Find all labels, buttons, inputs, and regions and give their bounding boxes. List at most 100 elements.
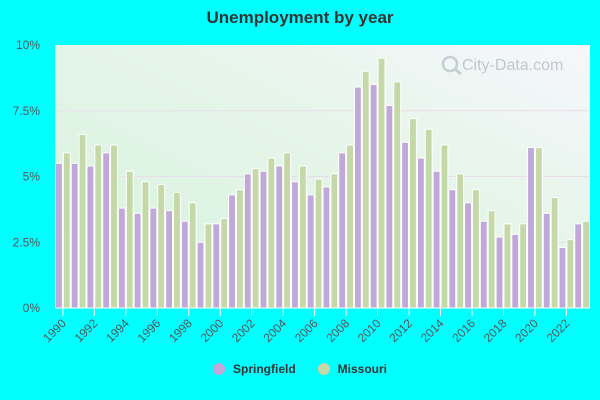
bar-springfield-2012[interactable]: [401, 141, 410, 309]
bar-springfield-1999[interactable]: [196, 241, 205, 309]
bar-springfield-2010[interactable]: [369, 83, 378, 309]
bar-springfield-1997[interactable]: [165, 210, 174, 309]
legend-item-springfield[interactable]: Springfield: [212, 362, 296, 376]
bar-missouri-2017[interactable]: [487, 210, 496, 309]
watermark: City-Data.com: [441, 55, 563, 76]
bar-missouri-2007[interactable]: [330, 173, 339, 309]
bar-springfield-1995[interactable]: [133, 212, 142, 309]
y-tick-label: 7.5%: [13, 104, 41, 118]
bar-springfield-2018[interactable]: [495, 236, 504, 309]
bar-springfield-2009[interactable]: [353, 86, 362, 309]
y-tick-label: 10%: [16, 38, 40, 52]
bar-missouri-1993[interactable]: [110, 144, 118, 309]
bar-missouri-2013[interactable]: [424, 128, 433, 309]
bar-missouri-2015[interactable]: [456, 173, 465, 309]
bars: [55, 57, 590, 309]
x-tick-label: 1998: [166, 316, 195, 345]
bar-springfield-1991[interactable]: [70, 162, 79, 309]
x-tick-label: 1990: [40, 316, 69, 345]
legend-label: Missouri: [337, 362, 387, 376]
x-tick-label: 2016: [449, 316, 478, 345]
legend-item-missouri[interactable]: Missouri: [317, 362, 387, 376]
bar-missouri-1991[interactable]: [78, 133, 87, 309]
bar-springfield-1998[interactable]: [180, 220, 189, 309]
x-tick-label: 2008: [323, 316, 352, 345]
y-axis: 0% 2.5% 5% 7.5% 10%: [13, 38, 41, 315]
svg-text:City-Data.com: City-Data.com: [462, 57, 563, 74]
bar-springfield-2023[interactable]: [574, 223, 583, 309]
bar-springfield-2013[interactable]: [416, 157, 425, 309]
bar-missouri-2021[interactable]: [550, 197, 559, 309]
bar-springfield-2020[interactable]: [527, 147, 535, 309]
bar-springfield-1993[interactable]: [102, 152, 111, 309]
bar-missouri-1992[interactable]: [94, 144, 103, 309]
legend-label: Springfield: [232, 362, 296, 376]
bar-missouri-2023[interactable]: [582, 220, 590, 309]
x-tick-label: 2004: [261, 316, 290, 345]
bar-springfield-2005[interactable]: [291, 181, 299, 309]
bar-missouri-2004[interactable]: [283, 152, 292, 309]
bar-missouri-2022[interactable]: [566, 239, 575, 309]
bar-springfield-2003[interactable]: [259, 170, 268, 309]
bar-springfield-2017[interactable]: [479, 220, 488, 309]
bar-springfield-2022[interactable]: [558, 247, 567, 309]
y-tick-label: 5%: [23, 170, 41, 184]
bar-springfield-1992[interactable]: [86, 165, 95, 309]
bar-missouri-1998[interactable]: [188, 202, 197, 309]
bar-missouri-2016[interactable]: [471, 189, 480, 309]
bar-missouri-2019[interactable]: [519, 223, 528, 309]
x-tick-label: 2012: [386, 316, 415, 345]
bar-springfield-1996[interactable]: [149, 207, 158, 309]
x-tick-label: 1992: [72, 316, 101, 345]
y-tick-label: 2.5%: [13, 235, 41, 249]
bar-missouri-2012[interactable]: [409, 118, 417, 309]
bar-springfield-2016[interactable]: [464, 202, 472, 309]
x-tick-label: 2018: [481, 316, 510, 345]
bar-springfield-1990[interactable]: [55, 162, 63, 309]
bar-springfield-2021[interactable]: [542, 212, 551, 309]
bar-missouri-2010[interactable]: [377, 57, 386, 309]
bar-springfield-2014[interactable]: [432, 170, 441, 309]
x-axis: 1990 1992 1994 1996 1998 2000 2002 2004 2006 2008…: [40, 308, 573, 345]
bar-springfield-2004[interactable]: [275, 165, 284, 309]
bar-missouri-1997[interactable]: [173, 191, 181, 309]
x-tick-label: 2022: [544, 316, 573, 345]
springfield-swatch-icon: [212, 363, 225, 375]
bar-missouri-2000[interactable]: [220, 218, 229, 309]
missouri-swatch-icon: [317, 363, 330, 375]
bar-springfield-2008[interactable]: [338, 152, 347, 309]
x-tick-label: 2006: [292, 316, 321, 345]
bar-springfield-2019[interactable]: [511, 233, 520, 309]
bar-missouri-2018[interactable]: [503, 223, 512, 309]
bar-missouri-1996[interactable]: [157, 183, 166, 309]
bar-springfield-2011[interactable]: [385, 104, 394, 309]
bar-missouri-2011[interactable]: [393, 81, 402, 309]
bar-springfield-2007[interactable]: [322, 186, 331, 309]
chart-title: Unemployment by year: [206, 8, 394, 27]
bar-missouri-1999[interactable]: [204, 223, 213, 309]
bar-missouri-2005[interactable]: [298, 165, 307, 309]
bar-missouri-2020[interactable]: [534, 147, 543, 309]
bar-springfield-2006[interactable]: [306, 194, 315, 309]
bar-missouri-1995[interactable]: [141, 181, 150, 309]
bar-missouri-2008[interactable]: [346, 144, 354, 309]
bar-springfield-2000[interactable]: [212, 223, 221, 309]
bar-missouri-2006[interactable]: [314, 178, 323, 309]
bar-springfield-2002[interactable]: [243, 173, 252, 309]
x-tick-label: 2002: [229, 316, 258, 345]
x-tick-label: 1996: [135, 316, 164, 345]
legend: Springfield Missouri: [0, 362, 600, 376]
bar-missouri-2001[interactable]: [235, 189, 244, 309]
bar-springfield-2001[interactable]: [228, 194, 236, 309]
x-tick-label: 2020: [512, 316, 541, 345]
bar-missouri-2014[interactable]: [440, 144, 449, 309]
bar-springfield-2015[interactable]: [448, 189, 457, 309]
x-tick-label: 2010: [355, 316, 384, 345]
bar-missouri-1994[interactable]: [125, 170, 134, 309]
bar-springfield-1994[interactable]: [117, 207, 126, 309]
bar-missouri-1990[interactable]: [62, 152, 71, 309]
watermark-magnifier-icon: [441, 55, 459, 73]
bar-missouri-2003[interactable]: [267, 157, 276, 309]
bar-missouri-2009[interactable]: [361, 70, 370, 309]
bar-missouri-2002[interactable]: [251, 168, 260, 309]
